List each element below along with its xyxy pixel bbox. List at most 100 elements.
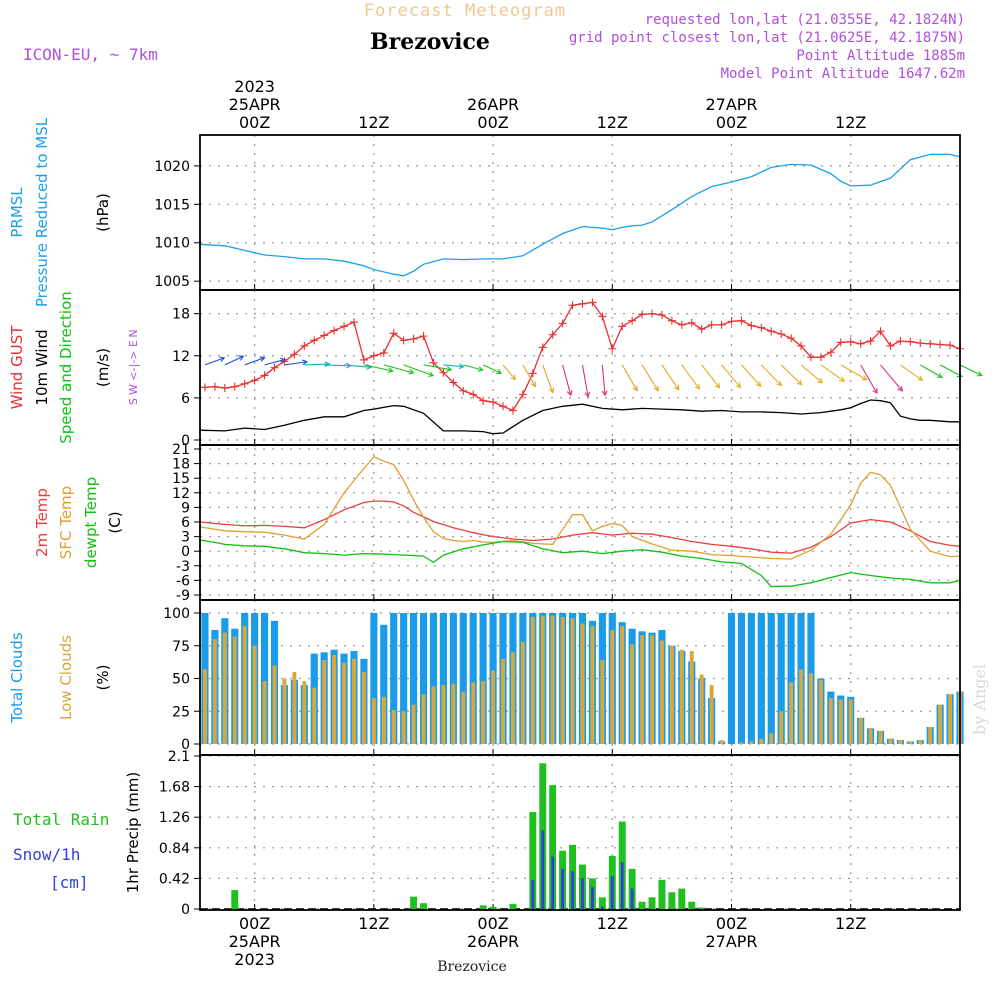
low-cloud-bar [669,645,674,744]
wind-arrow [919,364,943,378]
low-cloud-bar [272,665,277,744]
wind-arrow-head [632,385,638,392]
low-cloud-bar [938,704,943,744]
wind-arrow-head [694,383,700,390]
wind-arrow-head [548,387,555,394]
rain-bar [529,812,537,909]
bottom-time-label: 25APR [229,932,281,951]
y-axis-label: 2m Temp [33,488,51,557]
total-cloud-bar [400,613,408,744]
wind-arrow [701,364,721,389]
low-cloud-bar [550,615,555,744]
low-cloud-bar [799,669,804,744]
legend-snow-unit: [cm] [50,873,89,892]
y-axis-label: 10m Wind [33,329,51,405]
wind-arrow-head [428,371,435,377]
y-tick-label: 75 [172,639,190,655]
wind-arrow [760,364,782,386]
gust-marker [598,312,607,321]
gust-marker [886,341,895,350]
low-cloud-bar [650,635,654,744]
wind-arrow [959,364,983,377]
total-cloud-bar [439,613,447,744]
y-tick-label: 1.26 [159,810,190,826]
compass-s: S [127,398,140,405]
gust-marker [648,309,657,318]
y-axis-unit: (C) [106,511,124,533]
top-time-label: 00Z [239,113,270,132]
low-cloud-bar [530,616,535,744]
rain-bar [598,897,606,909]
low-cloud-bar [421,694,426,744]
wind-arrow-head [861,375,868,381]
gust-marker [896,337,905,346]
low-cloud-bar [719,740,724,744]
low-cloud-bar [868,728,873,744]
point-altitude: Point Altitude 1885m [796,48,965,64]
y-tick-label: 50 [172,672,190,688]
gust-marker [787,334,796,343]
total-cloud-bar [370,613,378,744]
gust-marker [320,331,329,340]
y-tick-label: 2.1 [168,749,190,765]
wind-arrow-head [817,377,824,384]
wind-arrow [661,364,680,391]
gust-marker [826,348,835,357]
low-cloud-bar [630,644,635,744]
wind-arrow-head [976,371,983,377]
low-cloud-bar [928,726,933,744]
wind-arrow [284,361,308,366]
gust-marker [777,330,786,339]
low-cloud-bar [699,674,704,744]
gust-marker [628,316,637,325]
gust-marker [638,310,647,319]
gust-marker [310,336,319,345]
y-tick-label: -9 [176,588,190,604]
wind-arrow-head [839,376,846,382]
rain-bar [678,888,686,909]
low-cloud-bar [491,670,496,744]
low-cloud-bar [520,641,525,744]
wind-arrow-head [936,372,943,378]
wind-arrow [204,357,225,366]
wind-arrow-head [510,374,517,381]
gust-line [204,301,961,412]
gust-marker [797,341,806,350]
top-time-label: 2023 [234,77,275,96]
total-cloud-bar [479,613,487,744]
snow-bar [551,856,555,909]
gust-marker [926,339,935,348]
temp2m-line [199,500,961,554]
gust-marker [210,382,219,391]
gust-marker [270,363,279,372]
low-cloud-bar [342,662,347,744]
gust-marker [508,406,517,415]
location-title: Brezovice [370,29,490,55]
gust-marker [479,396,488,405]
wind-arrow [900,364,923,381]
low-cloud-bar [779,711,784,744]
y-axis-label: SFC Temp [57,486,75,559]
grid-point-coords: grid point closest lon,lat (21.0625E, 42… [569,30,965,46]
rain-bar [410,896,418,909]
low-cloud-bar [908,741,913,744]
total-cloud-bar [727,613,736,744]
total-cloud-bar [429,613,438,744]
y-tick-label: 21 [172,442,190,458]
y-axis-label: Pressure Reduced to MSL [33,117,51,307]
y-tick-label: 18 [172,457,190,473]
gust-marker [330,326,339,335]
gust-marker [518,390,527,399]
gust-marker [200,383,209,392]
gust-marker [946,341,955,350]
gust-marker [618,322,627,331]
wind-arrow [721,364,741,388]
footer-location: Brezovice [437,959,507,975]
gust-marker [836,338,845,347]
snow-bar [541,830,545,909]
y-tick-label: 1.68 [159,780,190,796]
low-cloud-bar [431,686,436,744]
bottom-time-label: 12Z [358,914,389,933]
wind-arrow-head [324,361,331,368]
